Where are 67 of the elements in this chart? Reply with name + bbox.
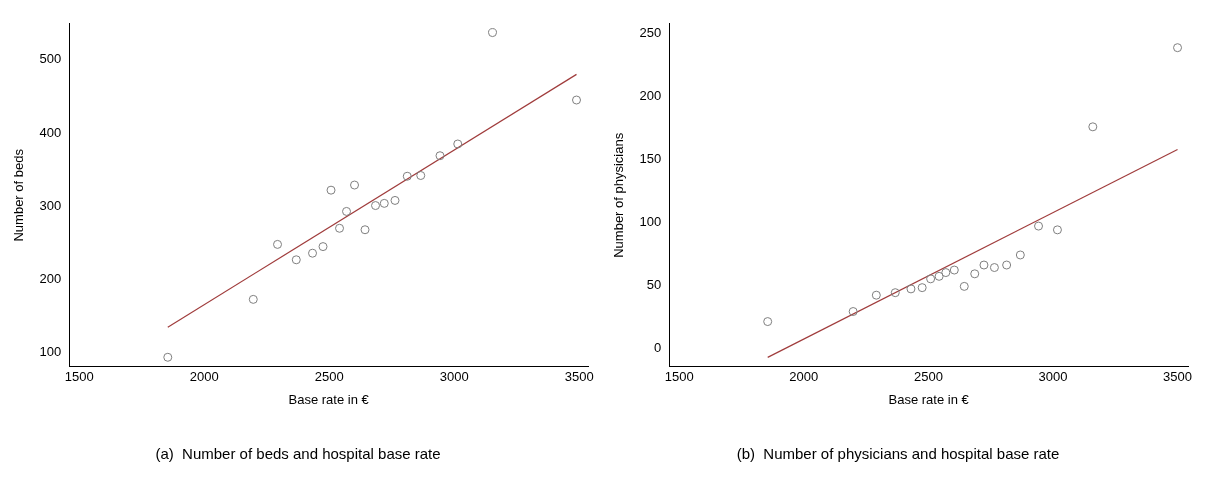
point	[273, 239, 283, 249]
point	[360, 225, 370, 235]
y-axis-title: Number of beds	[11, 148, 27, 242]
point	[335, 223, 345, 233]
x-tick-label: 3500	[564, 369, 594, 385]
x-axis-title: Base rate in €	[288, 391, 370, 407]
point	[453, 139, 463, 149]
point	[1015, 250, 1025, 260]
point	[308, 248, 318, 258]
point	[572, 95, 581, 105]
point	[1002, 260, 1012, 270]
point	[291, 255, 301, 265]
point	[1052, 225, 1062, 235]
point	[371, 201, 381, 211]
x-tick-label: 3000	[1038, 369, 1068, 385]
point	[163, 352, 173, 362]
point	[890, 288, 900, 298]
point	[763, 317, 773, 327]
text: (a) Number of beds and hospital base rate	[155, 445, 441, 463]
point	[342, 206, 352, 216]
y-tick-label: 100	[639, 213, 662, 229]
point	[989, 263, 999, 273]
point	[1173, 43, 1183, 53]
point	[871, 290, 881, 300]
point	[848, 307, 858, 317]
y-tick-label: 50	[646, 276, 662, 292]
y-tick-label: 400	[39, 124, 62, 140]
x-axis-title: Base rate in €	[888, 391, 970, 407]
y-tick-label: 150	[639, 151, 662, 167]
point	[379, 198, 389, 208]
y-axis-title: Number of physicians	[611, 132, 627, 258]
point	[906, 284, 916, 294]
point	[979, 260, 989, 270]
point	[941, 268, 951, 278]
point	[949, 265, 959, 275]
y-tick-label: 100	[39, 344, 62, 360]
text: (b) Number of physicians and hospital base rate	[736, 445, 1060, 463]
point	[917, 283, 927, 293]
point	[318, 242, 328, 252]
y-tick-label: 300	[39, 197, 62, 213]
y-tick-label: 0	[654, 339, 662, 355]
point	[390, 195, 400, 205]
point	[402, 171, 412, 181]
y-tick-label: 200	[39, 271, 62, 287]
point	[1034, 221, 1044, 231]
y-tick-label: 200	[639, 88, 662, 104]
point	[1088, 122, 1098, 132]
x-tick-label: 2500	[913, 369, 943, 385]
point	[959, 281, 969, 291]
x-tick-label: 1500	[64, 369, 94, 385]
point	[926, 274, 936, 284]
x-tick-label: 2000	[789, 369, 819, 385]
y-tick-label: 500	[39, 51, 62, 67]
point	[416, 171, 426, 181]
point	[970, 269, 980, 279]
point	[488, 28, 498, 38]
x-tick-label: 2000	[189, 369, 219, 385]
x-tick-label: 1500	[664, 369, 694, 385]
x-tick-label: 3500	[1163, 369, 1192, 385]
point	[248, 294, 258, 304]
x-tick-label: 2500	[314, 369, 344, 385]
point	[934, 271, 944, 281]
x-tick-label: 3000	[439, 369, 469, 385]
y-tick-label: 250	[639, 25, 662, 41]
point	[435, 151, 445, 161]
point	[326, 185, 336, 195]
point	[350, 180, 360, 190]
